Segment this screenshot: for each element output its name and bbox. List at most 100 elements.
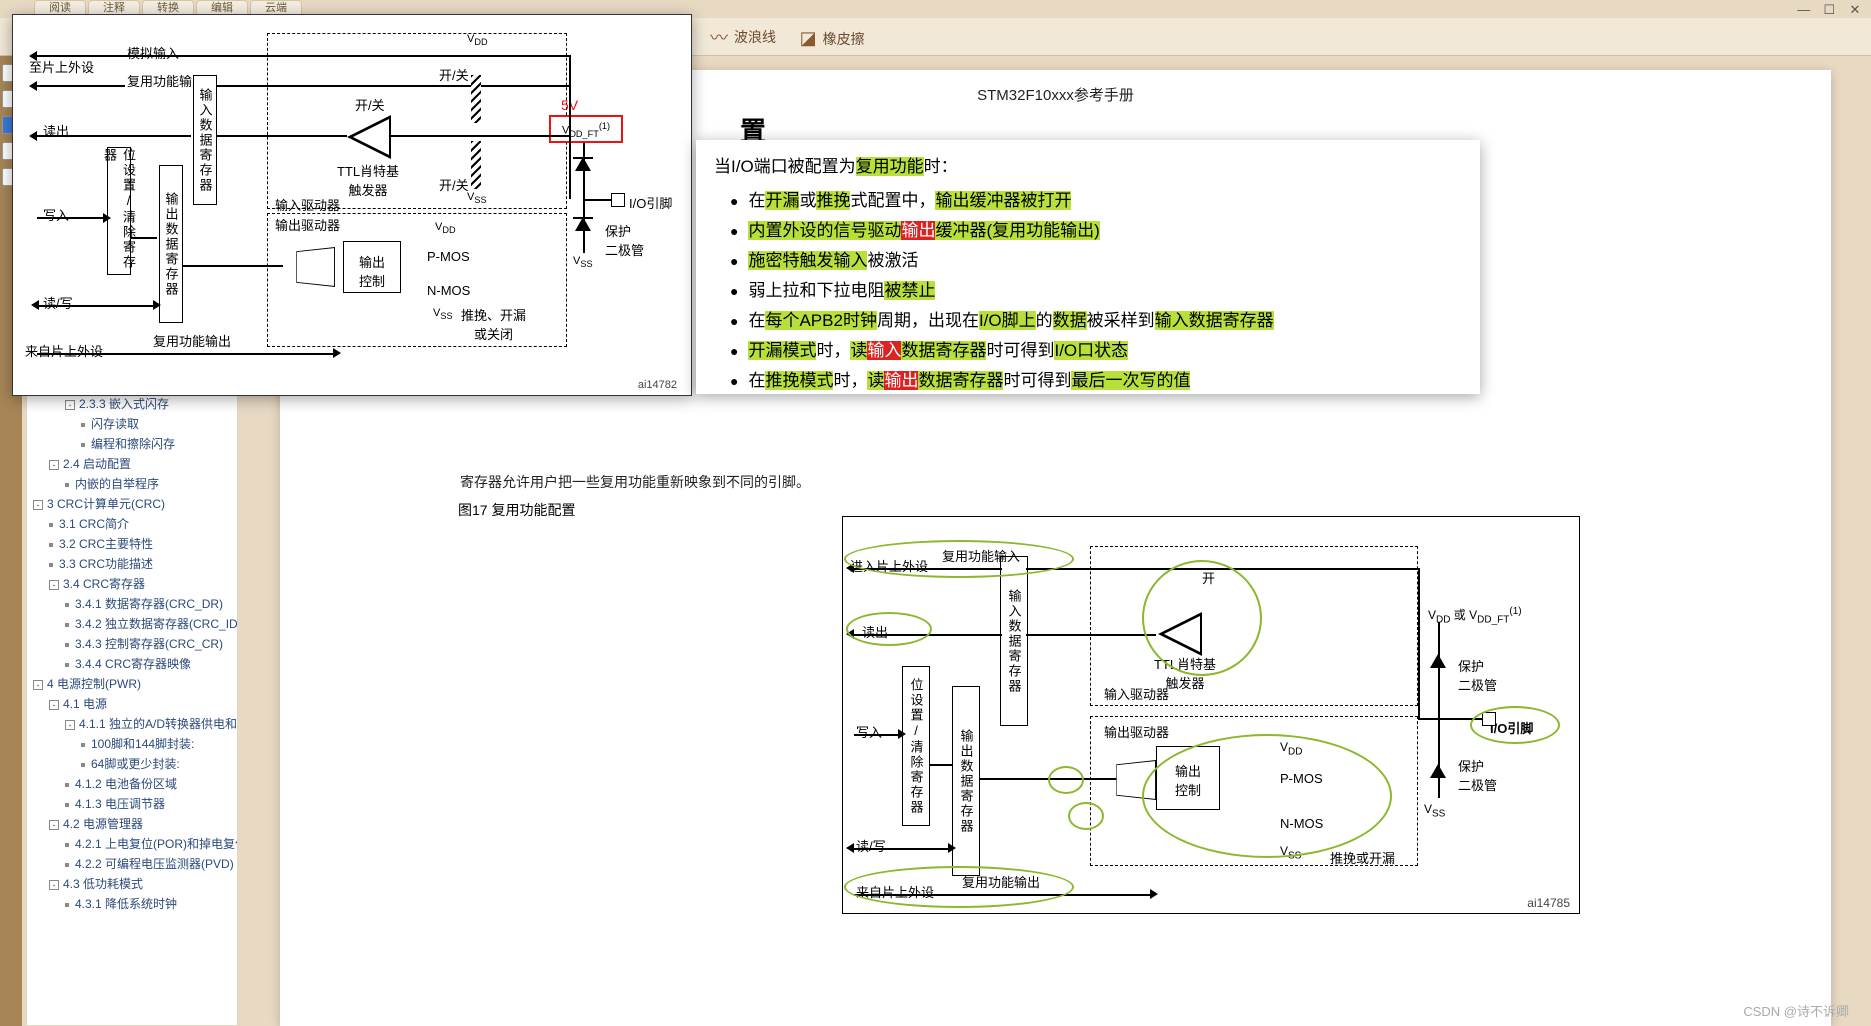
figure-17-diagram: 位设置/清除寄存器 输出数据寄存器 输入数据寄存器 输出 控制 进入片上外设 复… — [842, 516, 1582, 916]
label: 输出驱动器 — [1104, 722, 1169, 741]
twisty-icon[interactable]: - — [49, 580, 59, 590]
eraser-label: 橡皮擦 — [823, 29, 865, 49]
label: 推挽或开漏 — [1330, 848, 1395, 867]
outline-label: 内嵌的自举程序 — [75, 477, 159, 491]
outline-item[interactable]: -3 CRC计算单元(CRC) — [27, 494, 237, 514]
annotation-ellipse — [1142, 560, 1262, 676]
outline-item[interactable]: 3.4.4 CRC寄存器映像 — [27, 654, 237, 674]
label: 至片上外设 — [29, 57, 94, 76]
outline-item[interactable]: 4.2.1 上电复位(POR)和掉电复位(PDR — [27, 834, 237, 854]
outline-label: 编程和擦除闪存 — [91, 437, 175, 451]
outline-item[interactable]: -2.3.3 嵌入式闪存 — [27, 394, 237, 414]
label: 保护 二极管 — [1458, 656, 1497, 694]
outline-item[interactable]: 3.3 CRC功能描述 — [27, 554, 237, 574]
twisty-icon[interactable]: - — [49, 700, 59, 710]
outline-item[interactable]: 3.2 CRC主要特性 — [27, 534, 237, 554]
watermark: CSDN @诗不诉卿 — [1743, 1001, 1849, 1020]
label: VSS — [1424, 802, 1445, 819]
floating-circuit-diagram: 至片上外设 模拟输入 复用功能输入 读出 写入 读/写 来自片上外设 复用功能输… — [12, 14, 692, 396]
label: 写入 — [43, 205, 69, 224]
outline-label: 4.1.2 电池备份区域 — [75, 777, 177, 791]
outline-label: 4.2.2 可编程电压监测器(PVD) — [75, 857, 234, 871]
outline-label: 3.3 CRC功能描述 — [59, 557, 153, 571]
outline-item[interactable]: 4.1.2 电池备份区域 — [27, 774, 237, 794]
label: 复用功能输出 — [153, 331, 231, 350]
outline-item[interactable]: 4.2.2 可编程电压监测器(PVD) — [27, 854, 237, 874]
outline-label: 4.1 电源 — [63, 697, 107, 711]
outline-item[interactable]: 闪存读取 — [27, 414, 237, 434]
output-data-register: 输出数据寄存器 — [159, 165, 183, 323]
twisty-icon[interactable]: - — [33, 680, 43, 690]
annot-item: 开漏模式时，读输入数据寄存器时可得到I/O口状态 — [730, 336, 1462, 366]
annot-item: 施密特触发输入被激活 — [730, 246, 1462, 276]
label: 读出 — [43, 121, 69, 140]
outline-item[interactable]: -4.1 电源 — [27, 694, 237, 714]
twisty-icon[interactable]: - — [49, 820, 59, 830]
annot-item: 在每个APB2时钟周期，出现在I/O脚上的数据被采样到输入数据寄存器 — [730, 306, 1462, 336]
outline-item[interactable]: 4.1.3 电压调节器 — [27, 794, 237, 814]
annotation-ellipse — [844, 866, 1074, 908]
twisty-icon[interactable]: - — [65, 400, 75, 410]
outline-label: 3.4.1 数据寄存器(CRC_DR) — [75, 597, 223, 611]
outline-tree: -2.3.3 嵌入式闪存闪存读取编程和擦除闪存-2.4 启动配置内嵌的自举程序-… — [27, 394, 237, 914]
outline-item[interactable]: 3.4.3 控制寄存器(CRC_CR) — [27, 634, 237, 654]
outline-item[interactable]: -4.1.1 独立的A/D转换器供电和参考电 — [27, 714, 237, 734]
twisty-icon[interactable]: - — [49, 460, 59, 470]
outline-sidebar: -2.3.3 嵌入式闪存闪存读取编程和擦除闪存-2.4 启动配置内嵌的自举程序-… — [26, 390, 238, 1026]
twisty-icon[interactable]: - — [65, 720, 75, 730]
input-data-register: 输入数据寄存器 — [1000, 556, 1028, 726]
wavyline-icon: 〰 — [710, 24, 728, 50]
outline-label: 4.3 低功耗模式 — [63, 877, 143, 891]
outline-item[interactable]: 3.4.1 数据寄存器(CRC_DR) — [27, 594, 237, 614]
outline-item[interactable]: 3.4.2 独立数据寄存器(CRC_IDR) — [27, 614, 237, 634]
outline-label: 2.3.3 嵌入式闪存 — [79, 397, 169, 411]
close-icon[interactable]: ✕ — [1847, 2, 1863, 18]
outline-item[interactable]: 64脚或更少封装: — [27, 754, 237, 774]
outline-item[interactable]: 100脚和144脚封装: — [27, 734, 237, 754]
maximize-icon[interactable]: ☐ — [1821, 2, 1837, 18]
label: 读/写 — [856, 836, 886, 855]
wavyline-button[interactable]: 〰 波浪线 — [700, 18, 786, 56]
annotation-ellipse — [1470, 706, 1560, 744]
outline-item[interactable]: 3.1 CRC简介 — [27, 514, 237, 534]
annotation-ellipse — [846, 612, 932, 646]
eraser-button[interactable]: ◪ 橡皮擦 — [790, 20, 875, 58]
outline-label: 3 CRC计算单元(CRC) — [47, 497, 165, 511]
twisty-icon[interactable]: - — [49, 880, 59, 890]
annotation-overlay: 当I/O端口被配置为复用功能时： 在开漏或推挽式配置中，输出缓冲器被打开 内置外… — [696, 140, 1480, 394]
outline-item[interactable]: -4.2 电源管理器 — [27, 814, 237, 834]
vdd-ft-box: VDD_FT(1) — [549, 115, 623, 143]
outline-item[interactable]: -2.4 启动配置 — [27, 454, 237, 474]
annot-item: 在推挽模式时，读输出数据寄存器时可得到最后一次写的值 — [730, 366, 1462, 396]
annotation-ellipse — [1142, 734, 1392, 858]
window-controls: — ☐ ✕ — [1790, 2, 1863, 18]
annotation-ellipse — [1048, 766, 1084, 794]
label: VDD 或 VDD_FT(1) — [1428, 606, 1522, 625]
label: 读/写 — [43, 293, 73, 312]
minimize-icon[interactable]: — — [1796, 2, 1812, 17]
annotation-ellipse — [844, 540, 1074, 578]
outline-item[interactable]: -4 电源控制(PWR) — [27, 674, 237, 694]
label: 保护 二极管 — [1458, 756, 1497, 794]
annot-item: 在开漏或推挽式配置中，输出缓冲器被打开 — [730, 186, 1462, 216]
figure-id: ai14785 — [1527, 896, 1570, 910]
label: 来自片上外设 — [25, 341, 103, 360]
outline-label: 4.3.1 降低系统时钟 — [75, 897, 177, 911]
outline-label: 3.4 CRC寄存器 — [63, 577, 145, 591]
annot-item: 内置外设的信号驱动输出缓冲器(复用功能输出) — [730, 216, 1462, 246]
output-data-register: 输出数据寄存器 — [952, 686, 980, 876]
outline-item[interactable]: -3.4 CRC寄存器 — [27, 574, 237, 594]
outline-label: 4.1.1 独立的A/D转换器供电和参考电 — [79, 717, 238, 731]
outline-label: 2.4 启动配置 — [63, 457, 131, 471]
outline-item[interactable]: 4.3.1 降低系统时钟 — [27, 894, 237, 914]
bit-set-clear-register: 位设置/清除寄存器 — [902, 666, 930, 826]
outline-label: 3.4.3 控制寄存器(CRC_CR) — [75, 637, 223, 651]
outline-item[interactable]: -4.3 低功耗模式 — [27, 874, 237, 894]
wavyline-label: 波浪线 — [734, 27, 776, 47]
twisty-icon[interactable]: - — [33, 500, 43, 510]
body-text-fragment: 寄存器允许用户把一些复用功能重新映象到不同的引脚。 — [320, 472, 1791, 492]
outline-item[interactable]: 编程和擦除闪存 — [27, 434, 237, 454]
label: 写入 — [856, 722, 882, 741]
outline-label: 3.2 CRC主要特性 — [59, 537, 153, 551]
outline-item[interactable]: 内嵌的自举程序 — [27, 474, 237, 494]
